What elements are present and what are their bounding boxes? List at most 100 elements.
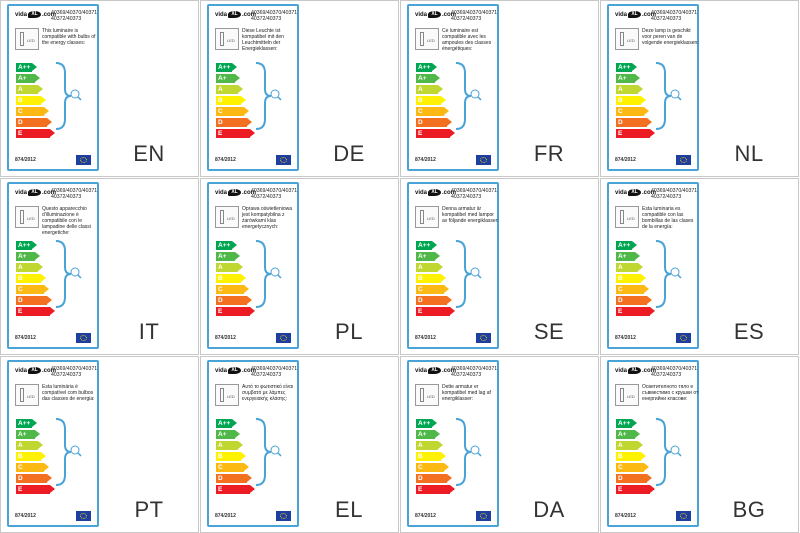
energy-label-cell: vida XL .com 40369/40370/40371 40372/40373 LE… xyxy=(0,0,199,177)
energy-class-fill xyxy=(616,274,641,283)
energy-class-letter: E xyxy=(418,130,423,137)
logo-bubble-icon: XL xyxy=(28,367,42,374)
energy-label-cell: vida XL .com 40369/40370/40371 40372/40373 LE… xyxy=(400,178,599,355)
logo-suffix: .com xyxy=(42,189,57,196)
energy-class-fill xyxy=(16,296,47,305)
energy-class-letter: A++ xyxy=(418,420,431,427)
energy-class-arrow xyxy=(650,129,655,137)
lamp-pictogram-icon: LED xyxy=(15,384,39,406)
language-code: IT xyxy=(138,319,160,344)
socket-icon xyxy=(620,388,624,402)
energy-class-arrow xyxy=(44,463,49,471)
energy-class-fill xyxy=(616,96,641,105)
energy-class-arrow xyxy=(238,441,243,449)
product-code-line: 40369/40370/40371 xyxy=(651,188,698,194)
energy-class-arrow xyxy=(232,63,237,71)
product-codes: 40369/40370/40371 40372/40373 xyxy=(51,188,97,200)
energy-class-arrow xyxy=(241,274,246,282)
energy-class-letter: D xyxy=(418,475,423,482)
energy-label-cell: vida XL .com 40369/40370/40371 40372/40373 LE… xyxy=(400,0,599,177)
energy-class-fill xyxy=(616,107,644,116)
energy-class-letter: B xyxy=(18,97,23,104)
energy-class-letter: D xyxy=(618,475,623,482)
energy-class-letter: E xyxy=(418,486,423,493)
logo-bubble-icon: XL xyxy=(228,11,242,18)
energy-label-cell: vida XL .com 40369/40370/40371 40372/40373 LE… xyxy=(600,356,799,533)
product-code-line: 40372/40373 xyxy=(651,372,682,378)
energy-class-fill xyxy=(416,485,450,494)
energy-class-letter: A xyxy=(618,442,623,449)
energy-class-letter: C xyxy=(218,108,223,115)
logo-bubble-icon: XL xyxy=(428,11,442,18)
energy-class-arrow xyxy=(641,274,646,282)
energy-class-letter: A+ xyxy=(618,75,627,82)
energy-class-fill xyxy=(416,96,441,105)
energy-class-arrow xyxy=(641,96,646,104)
energy-class-arrow xyxy=(444,285,449,293)
led-mark-icon: LED xyxy=(227,216,235,221)
energy-class-fill xyxy=(16,241,32,250)
energy-label-card: vida XL .com 40369/40370/40371 40372/40373 LE… xyxy=(407,360,499,527)
light-bulb-icon xyxy=(670,267,682,279)
light-bulb-icon xyxy=(670,89,682,101)
energy-class-letter: C xyxy=(218,286,223,293)
energy-class-arrow xyxy=(50,307,55,315)
energy-class-fill xyxy=(216,307,250,316)
energy-class-fill xyxy=(416,129,450,138)
lamp-pictogram-icon: LED xyxy=(415,28,439,50)
energy-class-arrow xyxy=(632,63,637,71)
light-bulb-icon xyxy=(670,445,682,457)
energy-class-letter: A+ xyxy=(218,431,227,438)
eu-stars-icon xyxy=(280,335,287,341)
logo-suffix: .com xyxy=(42,11,57,18)
led-mark-icon: LED xyxy=(27,216,35,221)
energy-class-arrow xyxy=(47,296,52,304)
lamp-pictogram-icon: LED xyxy=(615,384,639,406)
energy-class-letter: A++ xyxy=(618,420,631,427)
energy-class-arrow xyxy=(435,430,440,438)
light-bulb-icon xyxy=(470,267,482,279)
product-codes: 40369/40370/40371 40372/40373 xyxy=(451,10,497,22)
socket-icon xyxy=(20,32,24,46)
energy-class-arrow xyxy=(447,118,452,126)
energy-class-letter: A xyxy=(18,86,23,93)
energy-class-arrow xyxy=(35,252,40,260)
product-codes: 40369/40370/40371 40372/40373 xyxy=(651,10,697,22)
product-code-line: 40372/40373 xyxy=(51,372,82,378)
eu-flag-icon xyxy=(476,333,491,343)
energy-class-arrow xyxy=(241,452,246,460)
eu-flag-icon xyxy=(276,511,291,521)
logo-text: vida xyxy=(15,367,28,374)
energy-class-fill xyxy=(616,285,644,294)
language-code: NL xyxy=(734,141,764,166)
energy-label-cell: vida XL .com 40369/40370/40371 40372/40373 LE… xyxy=(600,0,799,177)
logo-suffix: .com xyxy=(242,367,257,374)
energy-class-fill xyxy=(416,430,435,439)
product-codes: 40369/40370/40371 40372/40373 xyxy=(51,10,97,22)
energy-class-arrow xyxy=(232,241,237,249)
eu-stars-icon xyxy=(280,157,287,163)
energy-class-letter: A++ xyxy=(218,242,231,249)
language-code: DA xyxy=(533,497,565,522)
energy-class-letter: B xyxy=(418,97,423,104)
compatibility-text: Denna armatur är kompatibel med lampor a… xyxy=(442,206,499,224)
energy-class-letter: A+ xyxy=(18,431,27,438)
compatibility-text: Deze lamp is geschikt voor peren van de … xyxy=(642,28,699,46)
socket-icon xyxy=(220,32,224,46)
energy-class-letter: A xyxy=(218,442,223,449)
energy-class-fill xyxy=(216,63,232,72)
product-code-line: 40372/40373 xyxy=(651,194,682,200)
product-code-line: 40372/40373 xyxy=(51,16,82,22)
energy-class-letter: C xyxy=(18,464,23,471)
energy-class-letter: B xyxy=(218,275,223,282)
logo-suffix: .com xyxy=(642,367,657,374)
energy-class-letter: B xyxy=(618,453,623,460)
energy-class-fill xyxy=(416,419,432,428)
energy-class-fill xyxy=(16,274,41,283)
energy-class-arrow xyxy=(447,474,452,482)
energy-class-arrow xyxy=(438,85,443,93)
energy-class-fill xyxy=(16,74,35,83)
energy-class-fill xyxy=(616,296,647,305)
energy-class-fill xyxy=(416,241,432,250)
